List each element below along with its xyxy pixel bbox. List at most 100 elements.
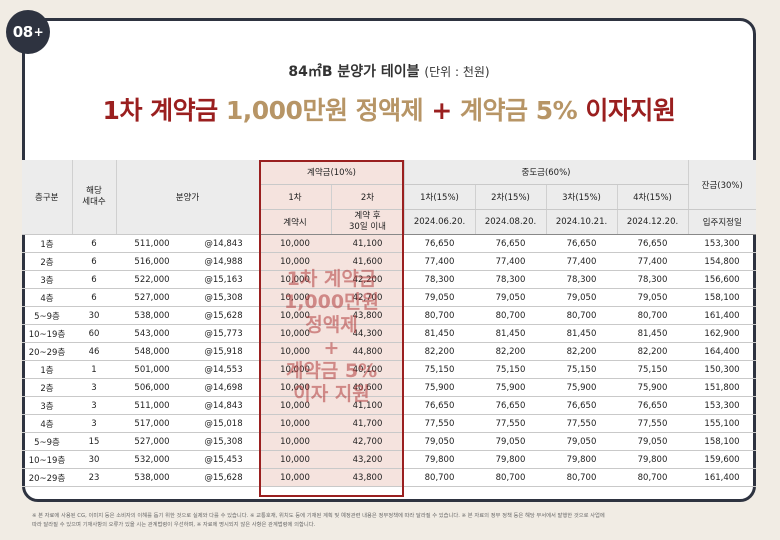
cell-bal: 150,300 — [688, 360, 756, 379]
cell-c1: 10,000 — [259, 360, 331, 379]
cell-bal: 161,400 — [688, 306, 756, 325]
cell-c1: 10,000 — [259, 414, 331, 433]
cell-unit-price: @15,453 — [188, 450, 259, 469]
headline-part4: 계약금 5% — [460, 96, 578, 125]
cell-c2: 42,700 — [331, 288, 404, 307]
cell-m1: 79,800 — [404, 450, 475, 469]
cell-price: 527,000 — [116, 432, 188, 451]
section-number: 08 — [12, 23, 33, 41]
cell-c1: 10,000 — [259, 342, 331, 361]
headline-part2: 1,000만원 정액제 — [225, 96, 424, 125]
cell-c2: 42,700 — [331, 432, 404, 451]
cell-m2: 79,050 — [475, 288, 546, 307]
cell-price: 517,000 — [116, 414, 188, 433]
table-row: 5~9층 30 538,000 @15,628 10,000 43,800 80,700 80… — [22, 306, 756, 325]
plus-icon: + — [33, 25, 44, 39]
cell-m3: 81,450 — [546, 324, 617, 343]
contract-overlay-text: 1차 계약금 1,000만원 정액제 + 계약금 5% 이자 지원 — [259, 268, 404, 406]
cell-bal: 158,100 — [688, 432, 756, 451]
headline-plus: + — [431, 96, 452, 125]
cell-units: 46 — [72, 342, 116, 361]
cell-floor: 5~9층 — [22, 432, 72, 451]
header-balance: 잔금(30%) — [687, 160, 756, 210]
cell-floor: 10~19층 — [22, 450, 72, 469]
cell-c2: 40,600 — [331, 378, 404, 397]
cell-unit-price: @14,843 — [188, 396, 259, 415]
overlay-line: + — [323, 337, 340, 359]
overlay-line: 계약금 5% — [285, 360, 378, 382]
cell-unit-price: @15,308 — [188, 288, 259, 307]
cell-floor: 2층 — [22, 252, 72, 271]
cell-bal: 153,300 — [688, 396, 756, 415]
header-contract-2: 2차 — [330, 184, 404, 210]
cell-m2: 75,150 — [475, 360, 546, 379]
cell-m3: 76,650 — [546, 396, 617, 415]
cell-m2: 80,700 — [475, 306, 546, 325]
table-row: 10~19층 60 543,000 @15,773 10,000 44,300 81,450… — [22, 324, 756, 343]
cell-m3: 80,700 — [546, 468, 617, 487]
table-row: 4층 6 527,000 @15,308 10,000 42,700 79,050 79,05… — [22, 288, 756, 307]
header-balance-when: 입주지정일 — [687, 209, 756, 235]
cell-units: 3 — [72, 396, 116, 415]
cell-price: 522,000 — [116, 270, 188, 289]
cell-unit-price: @15,308 — [188, 432, 259, 451]
header-contract-1: 1차 — [258, 184, 331, 210]
cell-floor: 4층 — [22, 288, 72, 307]
cell-m1: 79,050 — [404, 288, 475, 307]
table-row: 10~19층 30 532,000 @15,453 10,000 43,200 79,800… — [22, 450, 756, 469]
cell-c2: 41,100 — [331, 234, 404, 253]
cell-m4: 79,800 — [617, 450, 688, 469]
cell-units: 15 — [72, 432, 116, 451]
cell-m4: 82,200 — [617, 342, 688, 361]
cell-m2: 77,400 — [475, 252, 546, 271]
cell-bal: 155,100 — [688, 414, 756, 433]
cell-c2: 44,800 — [331, 342, 404, 361]
cell-floor: 5~9층 — [22, 306, 72, 325]
cell-units: 6 — [72, 252, 116, 271]
cell-m4: 81,450 — [617, 324, 688, 343]
cell-m2: 75,900 — [475, 378, 546, 397]
cell-m2: 79,800 — [475, 450, 546, 469]
cell-m4: 80,700 — [617, 468, 688, 487]
cell-m3: 77,550 — [546, 414, 617, 433]
cell-unit-price: @15,918 — [188, 342, 259, 361]
footnote: ※ 본 자료에 사용된 CG, 이미지 등은 소비자의 이해를 돕기 위한 것으… — [32, 512, 752, 530]
cell-unit-price: @14,843 — [188, 234, 259, 253]
cell-m1: 79,050 — [404, 432, 475, 451]
cell-unit-price: @14,698 — [188, 378, 259, 397]
cell-m3: 79,050 — [546, 432, 617, 451]
header-contract: 계약금(10%) — [258, 160, 404, 185]
cell-m3: 77,400 — [546, 252, 617, 271]
header-mid-date-2: 2024.08.20. — [474, 209, 546, 235]
header-price: 분양가 — [115, 160, 259, 235]
section-number-badge: 08 + — [6, 10, 50, 54]
cell-m4: 78,300 — [617, 270, 688, 289]
cell-units: 1 — [72, 360, 116, 379]
cell-price: 538,000 — [116, 306, 188, 325]
cell-c2: 40,100 — [331, 360, 404, 379]
cell-c2: 44,300 — [331, 324, 404, 343]
subtitle-main: 84㎡B 분양가 테이블 — [288, 64, 420, 80]
cell-price: 511,000 — [116, 234, 188, 253]
cell-bal: 161,400 — [688, 468, 756, 487]
overlay-line: 이자 지원 — [293, 383, 370, 405]
table-row: 1층 6 511,000 @14,843 10,000 41,100 76,650 76,65… — [22, 234, 756, 253]
cell-m1: 77,550 — [404, 414, 475, 433]
cell-bal: 154,800 — [688, 252, 756, 271]
cell-unit-price: @15,628 — [188, 468, 259, 487]
cell-floor: 4층 — [22, 414, 72, 433]
table-row: 3층 3 511,000 @14,843 10,000 41,100 76,650 76,65… — [22, 396, 756, 415]
cell-floor: 1층 — [22, 234, 72, 253]
cell-c1: 10,000 — [259, 450, 331, 469]
table-row: 4층 3 517,000 @15,018 10,000 41,700 77,550 77,55… — [22, 414, 756, 433]
cell-floor: 20~29층 — [22, 468, 72, 487]
cell-c2: 43,200 — [331, 450, 404, 469]
cell-price: 543,000 — [116, 324, 188, 343]
cell-price: 532,000 — [116, 450, 188, 469]
cell-unit-price: @14,553 — [188, 360, 259, 379]
cell-floor: 2층 — [22, 378, 72, 397]
cell-price: 516,000 — [116, 252, 188, 271]
table-subtitle: 84㎡B 분양가 테이블 (단위 : 천원) — [25, 61, 753, 81]
cell-floor: 10~19층 — [22, 324, 72, 343]
header-mid-date-3: 2024.10.21. — [545, 209, 617, 235]
